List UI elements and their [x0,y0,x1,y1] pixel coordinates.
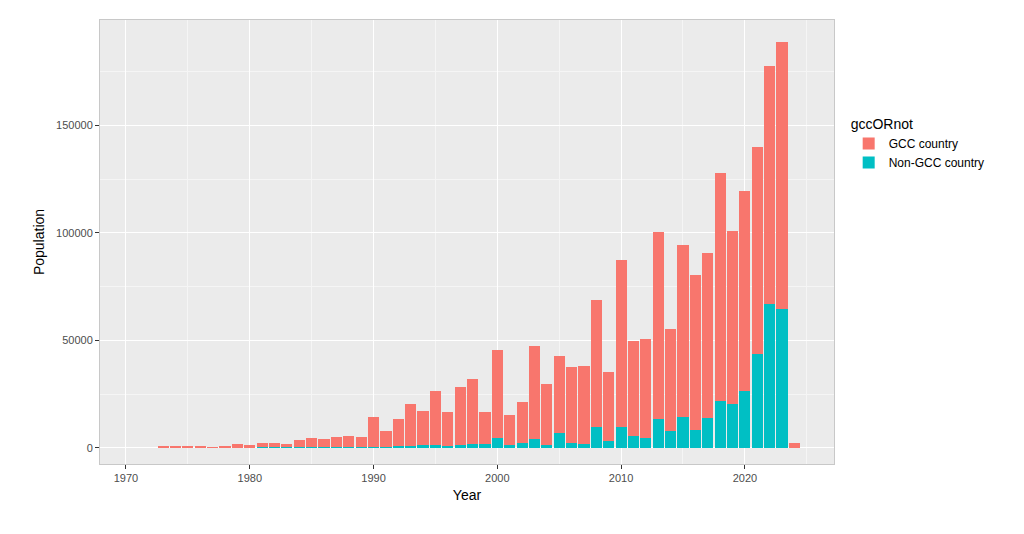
svg-text:0: 0 [87,442,93,454]
svg-text:100000: 100000 [56,227,93,239]
svg-text:2010: 2010 [609,472,633,484]
svg-text:Year: Year [453,487,482,503]
svg-text:2020: 2020 [733,472,757,484]
svg-text:1980: 1980 [238,472,262,484]
svg-text:2000: 2000 [485,472,509,484]
svg-text:GCC country: GCC country [889,137,958,151]
svg-text:50000: 50000 [62,334,93,346]
svg-text:Population: Population [31,209,47,275]
svg-text:1970: 1970 [114,472,138,484]
svg-text:Non-GCC country: Non-GCC country [889,156,984,170]
svg-text:150000: 150000 [56,119,93,131]
svg-text:1990: 1990 [361,472,385,484]
svg-text:gccORnot: gccORnot [851,116,913,132]
